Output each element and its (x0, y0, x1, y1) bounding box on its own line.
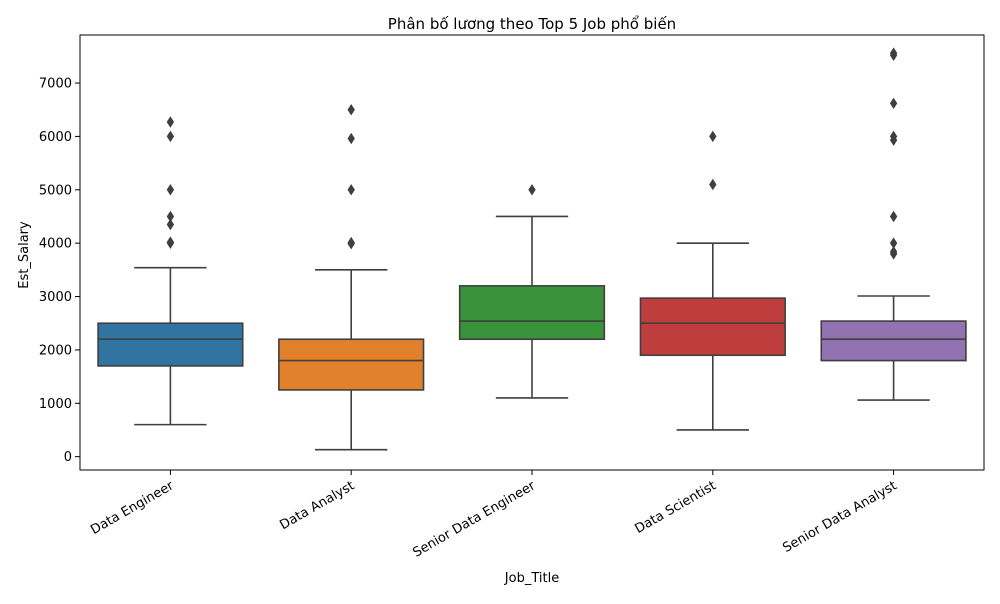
outlier-point (166, 130, 175, 143)
outlier-point (889, 47, 898, 59)
outlier-point (347, 132, 355, 145)
x-tick-label: Senior Data Engineer (410, 478, 538, 561)
outlier-point (889, 210, 898, 223)
x-tick-label: Data Analyst (277, 478, 357, 533)
x-tick-label: Data Scientist (632, 478, 718, 536)
outlier-point (166, 210, 175, 223)
outlier-point (347, 184, 355, 196)
y-tick-label: 6000 (39, 130, 72, 145)
iqr-box (97, 322, 244, 367)
x-axis-label: Job_Title (504, 571, 559, 586)
box-senior-data-analyst (820, 47, 967, 401)
y-axis: 0 1000 2000 3000 4000 5000 6000 7000 (39, 77, 80, 465)
iqr-box (820, 320, 967, 362)
y-tick-label: 5000 (39, 183, 72, 198)
outlier-point (166, 236, 175, 248)
outlier-point (347, 103, 355, 116)
y-tick-label: 1000 (39, 397, 72, 412)
y-tick-label: 4000 (39, 237, 72, 252)
box-data-engineer (97, 116, 244, 426)
y-tick-label: 7000 (39, 77, 72, 92)
outlier-point (709, 178, 717, 191)
iqr-box (458, 285, 606, 341)
x-tick-label: Data Engineer (88, 478, 177, 538)
outlier-point (166, 184, 175, 196)
outlier-point (347, 236, 355, 249)
y-tick-label: 0 (64, 450, 72, 465)
y-tick-label: 3000 (39, 290, 72, 305)
box-data-analyst (278, 103, 425, 451)
iqr-box (639, 297, 786, 357)
outlier-point (709, 130, 717, 143)
outlier-point (889, 130, 898, 143)
outlier-point (889, 237, 898, 249)
y-tick-label: 2000 (39, 343, 72, 358)
chart-title: Phân bố lương theo Top 5 Job phổ biến (388, 15, 676, 33)
outlier-point (889, 245, 898, 258)
x-axis: Data Engineer Data Analyst Senior Data Eng… (88, 470, 900, 561)
y-axis-label: Est_Salary (17, 221, 32, 289)
box-senior-data-engineer (458, 184, 606, 399)
box-data-scientist (639, 130, 786, 431)
x-tick-label: Senior Data Analyst (780, 478, 899, 555)
outlier-point (166, 218, 175, 231)
outlier-point (528, 184, 536, 196)
plot-layer (97, 47, 967, 451)
iqr-box (278, 338, 425, 391)
outlier-point (166, 116, 175, 128)
outlier-point (889, 97, 898, 110)
